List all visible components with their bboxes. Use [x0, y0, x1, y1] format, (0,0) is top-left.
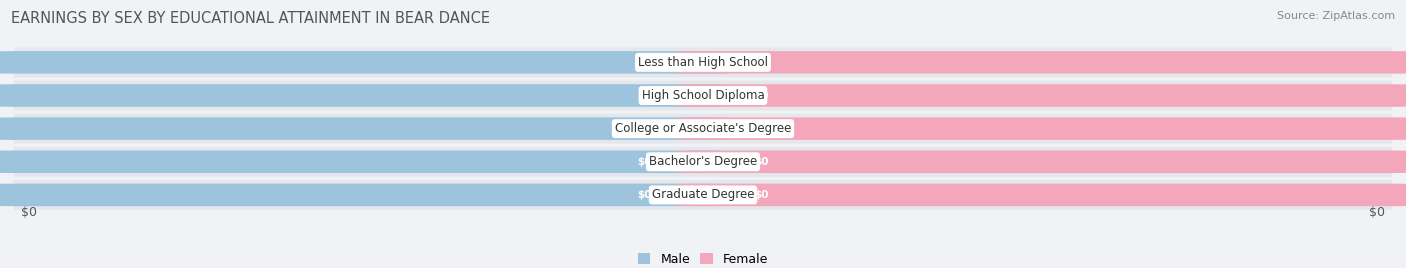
- FancyBboxPatch shape: [0, 147, 1406, 177]
- Text: $0: $0: [637, 157, 652, 167]
- FancyBboxPatch shape: [0, 184, 731, 206]
- FancyBboxPatch shape: [0, 81, 1406, 110]
- Text: $0: $0: [754, 57, 769, 67]
- Text: High School Diploma: High School Diploma: [641, 89, 765, 102]
- FancyBboxPatch shape: [582, 55, 706, 69]
- FancyBboxPatch shape: [675, 84, 1406, 107]
- FancyBboxPatch shape: [0, 114, 1406, 144]
- FancyBboxPatch shape: [675, 151, 1406, 173]
- FancyBboxPatch shape: [582, 155, 706, 169]
- FancyBboxPatch shape: [700, 188, 824, 202]
- FancyBboxPatch shape: [0, 84, 731, 107]
- Text: EARNINGS BY SEX BY EDUCATIONAL ATTAINMENT IN BEAR DANCE: EARNINGS BY SEX BY EDUCATIONAL ATTAINMEN…: [11, 11, 491, 26]
- FancyBboxPatch shape: [700, 155, 824, 169]
- FancyBboxPatch shape: [582, 89, 706, 102]
- FancyBboxPatch shape: [675, 117, 1406, 140]
- FancyBboxPatch shape: [0, 151, 731, 173]
- FancyBboxPatch shape: [675, 184, 1406, 206]
- Text: $0: $0: [637, 190, 652, 200]
- FancyBboxPatch shape: [700, 89, 824, 102]
- Text: Graduate Degree: Graduate Degree: [652, 188, 754, 202]
- Text: Source: ZipAtlas.com: Source: ZipAtlas.com: [1277, 11, 1395, 21]
- Text: $0: $0: [637, 124, 652, 134]
- FancyBboxPatch shape: [582, 188, 706, 202]
- FancyBboxPatch shape: [675, 51, 1406, 74]
- Text: $0: $0: [754, 91, 769, 100]
- Legend: Male, Female: Male, Female: [633, 248, 773, 268]
- FancyBboxPatch shape: [0, 117, 731, 140]
- Text: $0: $0: [637, 57, 652, 67]
- FancyBboxPatch shape: [700, 122, 824, 135]
- Text: Less than High School: Less than High School: [638, 56, 768, 69]
- Text: $0: $0: [754, 157, 769, 167]
- Text: $0: $0: [21, 206, 37, 219]
- Text: $0: $0: [637, 91, 652, 100]
- FancyBboxPatch shape: [0, 47, 1406, 77]
- FancyBboxPatch shape: [582, 122, 706, 135]
- Text: $0: $0: [1369, 206, 1385, 219]
- FancyBboxPatch shape: [700, 55, 824, 69]
- Text: Bachelor's Degree: Bachelor's Degree: [650, 155, 756, 168]
- FancyBboxPatch shape: [0, 180, 1406, 210]
- Text: College or Associate's Degree: College or Associate's Degree: [614, 122, 792, 135]
- Text: $0: $0: [754, 190, 769, 200]
- Text: $0: $0: [754, 124, 769, 134]
- FancyBboxPatch shape: [0, 51, 731, 74]
